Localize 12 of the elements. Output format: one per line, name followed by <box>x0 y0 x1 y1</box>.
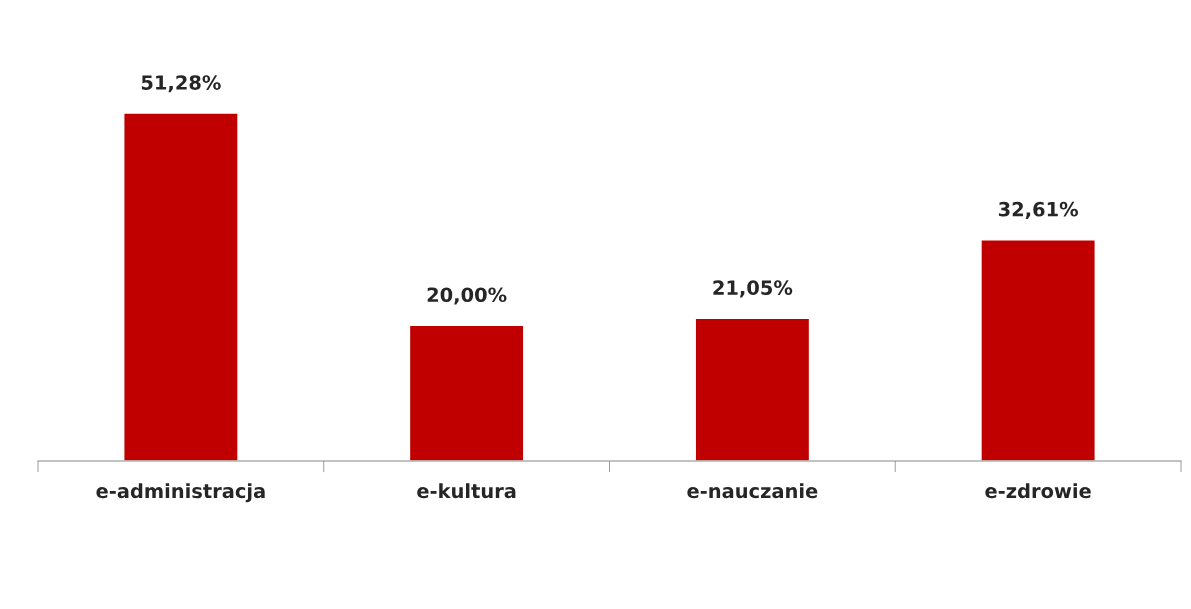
bar <box>694 317 811 461</box>
data-label: 32,61% <box>998 201 1078 220</box>
x-tick-label: e-kultura <box>417 483 516 499</box>
x-tick-label: e-nauczanie <box>687 483 818 499</box>
data-label: 51,28% <box>141 75 221 93</box>
x-tick-label: e-zdrowie <box>985 483 1091 499</box>
data-label: 20,00% <box>427 287 507 305</box>
x-tick-label: e-administracja <box>96 483 265 503</box>
bar <box>123 112 239 461</box>
bar <box>408 324 525 461</box>
data-label: 21,05% <box>713 280 793 298</box>
bar <box>980 239 1096 461</box>
